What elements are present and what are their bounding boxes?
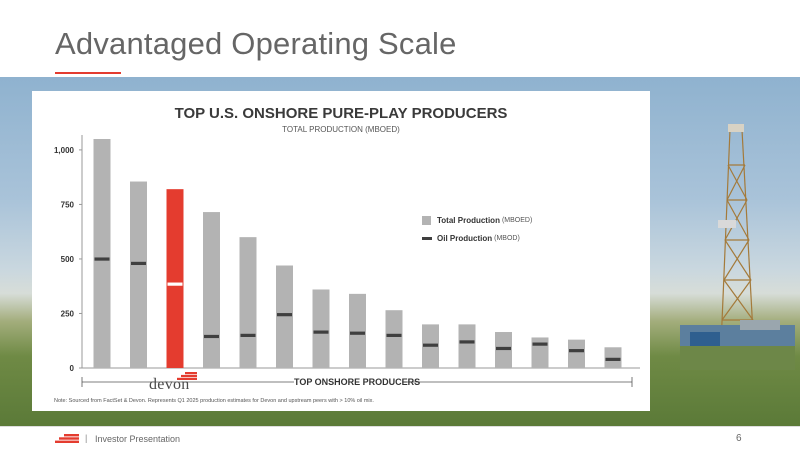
y-tick-label: 500: [61, 255, 75, 264]
devon-logo-mark: [177, 372, 197, 380]
bar-total: [458, 324, 476, 368]
oil-marker: [240, 333, 256, 337]
drilling-rig-image: [680, 124, 795, 370]
bar-total: [604, 347, 622, 368]
bar-total: [239, 237, 257, 368]
bar-total: [276, 265, 293, 368]
oil-marker: [496, 346, 511, 351]
bar-total: [312, 289, 330, 368]
oil-marker: [386, 333, 402, 337]
legend-total-unit: (MBOED): [501, 216, 533, 224]
footer-logo-mark: [55, 434, 79, 443]
bar-total-highlight: [166, 189, 184, 368]
oil-marker: [277, 313, 292, 317]
footer-text: Investor Presentation: [95, 434, 181, 444]
chart-subtitle: TOTAL PRODUCTION (MBOED): [282, 125, 400, 134]
group-label: TOP ONSHORE PRODUCERS: [294, 377, 421, 387]
footer-separator: |: [85, 433, 88, 443]
bar-chart: 0 250 500 750 1,000: [54, 135, 640, 387]
legend-oil-label: Oil Production: [437, 233, 493, 243]
bar-total: [349, 293, 366, 368]
oil-marker: [459, 340, 475, 344]
oil-marker: [94, 257, 110, 261]
legend-total-label: Total Production: [437, 215, 500, 225]
legend-oil-swatch: [422, 236, 432, 240]
oil-marker: [204, 334, 219, 339]
bar-total: [203, 212, 220, 368]
legend-item-oil: Oil Production (MBOD): [422, 229, 532, 247]
oil-marker: [532, 342, 548, 346]
legend-total-swatch: [422, 215, 431, 225]
y-tick-label: 750: [61, 200, 75, 209]
chart-panel: TOP U.S. ONSHORE PURE-PLAY PRODUCERS TOT…: [32, 91, 650, 411]
legend-item-total: Total Production (MBOED): [422, 211, 532, 229]
bar-total: [93, 139, 111, 368]
oil-marker: [131, 261, 146, 266]
y-tick-label: 250: [61, 309, 75, 318]
bar-total: [531, 337, 549, 368]
oil-marker: [605, 357, 621, 361]
chart-note: Note: Sourced from FactSet & Devon. Repr…: [54, 398, 374, 404]
bar-total: [385, 310, 403, 368]
chart-legend: Total Production (MBOED) Oil Production …: [422, 211, 532, 247]
oil-marker-highlight: [167, 282, 183, 286]
devon-logo-text: devon: [149, 376, 190, 393]
y-tick-label: 0: [70, 364, 75, 373]
oil-marker: [423, 343, 438, 347]
bar-total: [568, 339, 585, 368]
oil-marker: [350, 331, 365, 335]
oil-marker: [569, 349, 584, 353]
slide-title: Advantaged Operating Scale: [55, 26, 457, 61]
bar-total: [130, 181, 147, 368]
footer-rule: [0, 426, 800, 427]
oil-marker: [313, 330, 329, 334]
chart-title: TOP U.S. ONSHORE PURE-PLAY PRODUCERS: [174, 105, 508, 122]
page-number: 6: [736, 433, 742, 444]
devon-logo: devon: [147, 372, 207, 393]
legend-oil-unit: (MBOD): [494, 234, 520, 242]
title-underline: [55, 72, 121, 74]
y-tick-label: 1,000: [54, 146, 75, 155]
